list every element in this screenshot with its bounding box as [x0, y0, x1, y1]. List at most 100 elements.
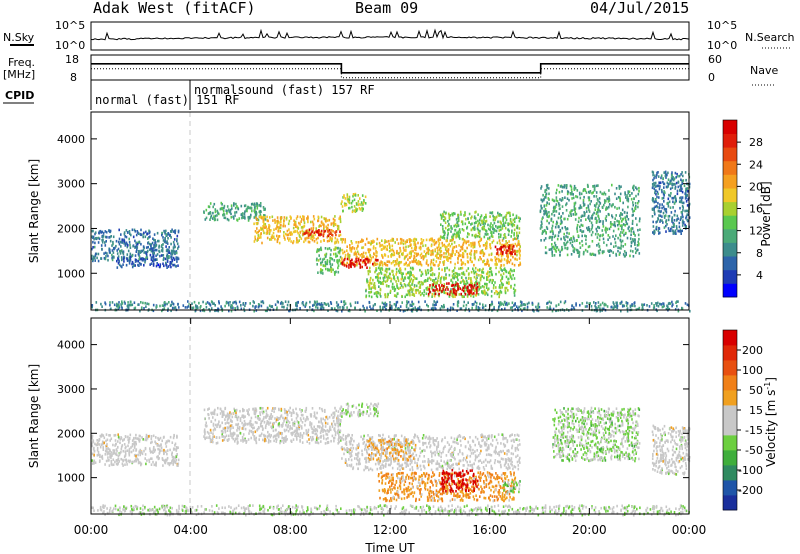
echo-cell [468, 243, 470, 247]
echo-cell [623, 211, 626, 214]
echo-cell [170, 242, 172, 246]
echo-cell [261, 227, 263, 231]
echo-cell [96, 439, 98, 442]
echo-cell [581, 224, 584, 227]
echo-cell [468, 276, 470, 280]
echo-cell [627, 218, 630, 221]
echo-cell [285, 218, 288, 221]
echo-cell [562, 185, 564, 189]
echo-cell [283, 231, 285, 234]
echo-cell [461, 288, 463, 292]
echo-cell [346, 306, 348, 309]
echo-cell [611, 223, 613, 226]
echo-cell [501, 277, 504, 280]
echo-cell [410, 254, 413, 258]
echo-cell [144, 258, 147, 262]
echo-cell [303, 221, 306, 224]
echo-cell [429, 284, 431, 287]
echo-cell [276, 240, 279, 244]
echo-cell [468, 289, 471, 292]
echo-cell [510, 254, 512, 257]
echo-cell [516, 236, 519, 240]
echo-cell [476, 287, 478, 291]
echo-cell [632, 230, 635, 234]
echo-cell [680, 232, 682, 235]
echo-cell [438, 237, 440, 241]
echo-cell [320, 248, 323, 252]
echo-cell [269, 238, 271, 241]
echo-cell [455, 281, 457, 284]
echo-cell [502, 303, 505, 306]
echo-cell [634, 304, 636, 308]
echo-cell [152, 258, 155, 262]
echo-cell [420, 270, 423, 274]
echo-cell [485, 262, 487, 266]
echo-cell [502, 245, 504, 249]
echo-cell [250, 213, 252, 217]
noise-trace [90, 28, 690, 41]
echo-cell [474, 282, 476, 285]
echo-cell [505, 218, 508, 222]
echo-cell [109, 229, 112, 233]
echo-cell [169, 234, 171, 237]
echo-cell [356, 247, 358, 250]
echo-cell [364, 202, 367, 205]
echo-cell [499, 266, 502, 270]
echo-cell [449, 256, 452, 260]
echo-cell [236, 218, 238, 222]
echo-cell [490, 222, 492, 225]
echo-cell [313, 236, 315, 240]
echo-cell [484, 263, 486, 266]
echo-cell [452, 283, 454, 287]
echo-cell [329, 268, 331, 271]
echo-cell [516, 226, 519, 230]
echo-cell [605, 219, 607, 222]
echo-cell [549, 305, 551, 308]
echo-cell [222, 210, 225, 213]
echo-cell [97, 241, 100, 244]
echo-cell [254, 206, 256, 209]
echo-cell [459, 281, 462, 284]
echo-cell [585, 242, 587, 246]
echo-cell [108, 236, 110, 239]
echo-cell [149, 451, 152, 454]
echo-cell [95, 236, 98, 240]
echo-cell [585, 238, 587, 242]
echo-cell [461, 228, 464, 231]
echo-cell [92, 462, 94, 465]
echo-cell [438, 272, 440, 275]
echo-cell [599, 234, 601, 238]
echo-cell [404, 284, 407, 287]
echo-cell [149, 263, 151, 266]
echo-cell [112, 242, 114, 246]
echo-cell [475, 286, 477, 290]
echo-cell [632, 213, 634, 217]
echo-cell [449, 290, 452, 293]
echo-cell [660, 176, 662, 180]
echo-cell [263, 226, 265, 229]
echo-cell [121, 241, 123, 244]
echo-cell [409, 261, 411, 264]
echo-cell [93, 450, 96, 453]
echo-cell [144, 260, 146, 264]
echo-cell [419, 286, 422, 289]
echo-cell [229, 301, 231, 304]
noise-right-tick-bottom: 10^0 [707, 39, 737, 52]
echo-cell [463, 300, 465, 304]
echo-cell [334, 246, 337, 249]
echo-cell [462, 243, 464, 247]
echo-cell [482, 254, 485, 257]
echo-cell [412, 249, 414, 253]
echo-cell [466, 235, 469, 239]
echo-cell [382, 307, 384, 310]
echo-cell [286, 307, 288, 310]
echo-cell [379, 244, 381, 248]
echo-cell [555, 309, 557, 313]
echo-cell [360, 203, 362, 206]
echo-cell [356, 250, 359, 254]
echo-cell [314, 233, 316, 236]
echo-cell [491, 300, 493, 304]
noise-left-tick-bottom: 10^0 [55, 39, 85, 52]
echo-cell [375, 294, 378, 297]
echo-cell [337, 266, 339, 270]
